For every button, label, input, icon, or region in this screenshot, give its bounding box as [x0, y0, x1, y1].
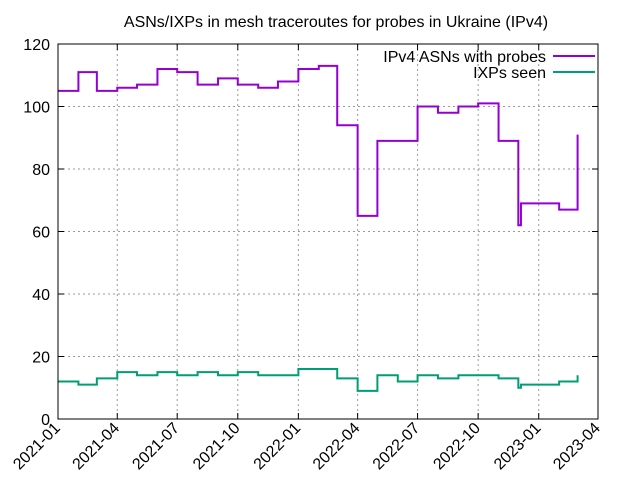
- y-tick-label: 80: [32, 162, 50, 179]
- y-tick-label: 20: [32, 350, 50, 367]
- x-tick-label: 2021-10: [190, 420, 244, 474]
- x-tick-label: 2023-01: [491, 420, 545, 474]
- series-line-0: [58, 64, 579, 227]
- y-tick-label: 100: [23, 100, 50, 117]
- legend-label-0: IPv4 ASNs with probes: [383, 49, 546, 66]
- grid-layer: [58, 44, 598, 419]
- x-tick-label: 2022-07: [370, 420, 424, 474]
- x-tick-label: 2022-01: [251, 420, 305, 474]
- y-tick-label: 0: [41, 412, 50, 429]
- x-tick-label: 2021-07: [129, 420, 183, 474]
- y-tick-label: 120: [23, 37, 50, 54]
- series-line-1: [58, 368, 579, 392]
- y-tick-label: 60: [32, 225, 50, 242]
- series-layer: [58, 64, 579, 392]
- x-tick-label: 2021-04: [70, 420, 124, 474]
- chart-title: ASNs/IXPs in mesh traceroutes for probes…: [124, 14, 548, 31]
- x-tick-label: 2022-10: [430, 420, 484, 474]
- y-tick-label: 40: [32, 287, 50, 304]
- x-tick-label: 2023-04: [550, 420, 604, 474]
- ticks-layer: 0 20 40 60 80 100 120 2021-01 2021-04 2021-07 2021…: [10, 37, 604, 473]
- legend-label-1: IXPs seen: [473, 65, 546, 82]
- x-tick-label: 2022-04: [310, 420, 364, 474]
- x-tick-label: 2021-01: [10, 420, 64, 474]
